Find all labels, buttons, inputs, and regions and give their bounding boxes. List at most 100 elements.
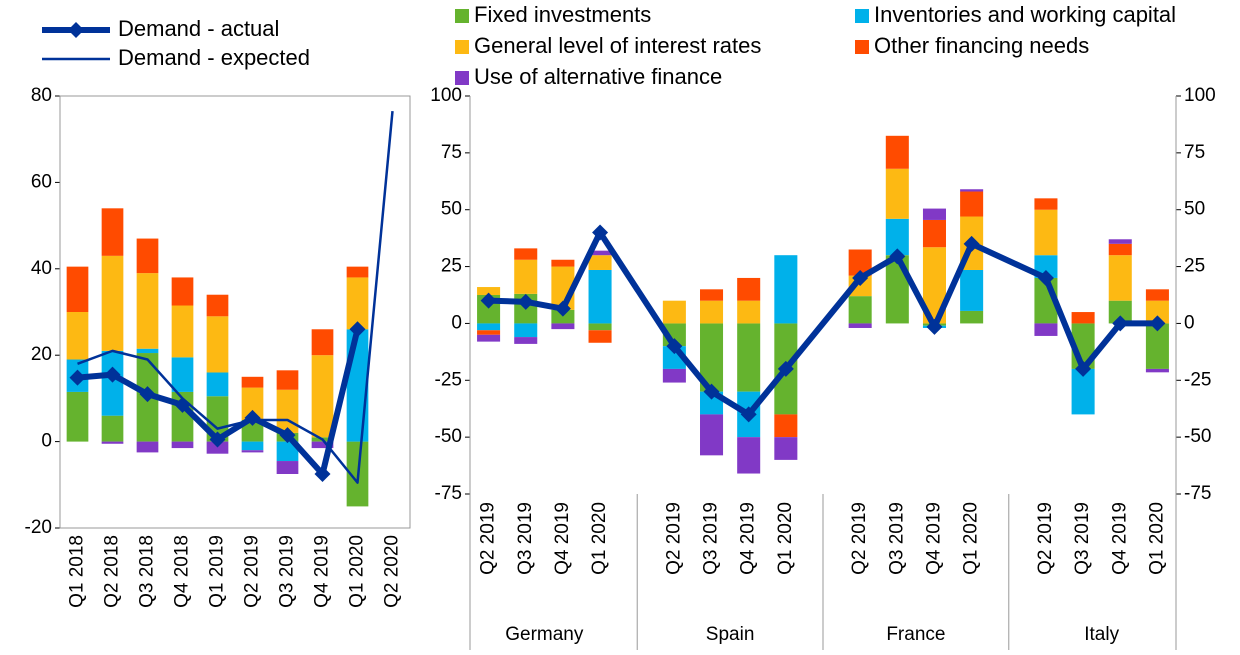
x-tick-label: Q2 2019 <box>663 502 684 575</box>
bar-segment <box>241 441 264 451</box>
x-tick-label: Q4 2019 <box>1109 502 1130 575</box>
y-tick-label: 25 <box>441 256 462 277</box>
bar-segment <box>477 330 501 335</box>
bar-segment <box>171 441 194 449</box>
marker <box>554 300 571 317</box>
y-tick-label: 75 <box>441 142 462 163</box>
bar-segment <box>136 441 159 453</box>
bar-segment <box>1108 243 1132 256</box>
bar-segment <box>848 249 872 276</box>
line <box>77 111 394 484</box>
bar-segment <box>588 255 612 270</box>
x-tick-label: Q2 2019 <box>849 502 870 575</box>
bar-segment <box>346 277 369 330</box>
bar-segment <box>1034 198 1058 210</box>
legend-swatch <box>855 40 869 54</box>
x-tick-label: Q3 2019 <box>277 535 298 608</box>
bar-segment <box>700 323 724 392</box>
bar-segment <box>885 218 909 256</box>
x-tick-label: Q1 2020 <box>589 502 610 575</box>
x-tick-label: Q3 2019 <box>886 502 907 575</box>
y-tick-label: -20 <box>25 517 52 538</box>
bar-segment <box>66 266 89 312</box>
marker <box>666 338 683 355</box>
bar-segment <box>960 269 984 311</box>
bar-segment <box>276 461 299 474</box>
bar-segment <box>737 437 761 474</box>
y-tick-label: -25 <box>1184 369 1211 390</box>
bar-segment <box>551 323 575 330</box>
bar-segment <box>1145 368 1169 373</box>
bar-segment <box>774 255 798 324</box>
plot-frame <box>59 95 411 529</box>
bar-segment <box>1071 368 1095 415</box>
bar-segment <box>551 259 575 267</box>
bar-segment <box>588 269 612 324</box>
marker <box>314 466 331 482</box>
bar-segment <box>588 330 612 343</box>
y-tick-label: 25 <box>1184 256 1205 277</box>
bar-segment <box>737 300 761 324</box>
bar-segment <box>101 415 124 442</box>
bar-segment <box>477 323 501 331</box>
bar-segment <box>514 248 538 260</box>
legend-label: Fixed investments <box>474 2 651 27</box>
bar-segment <box>136 238 159 274</box>
bar-segment <box>66 312 89 360</box>
x-tick-label: Q4 2019 <box>738 502 759 575</box>
bar-segment <box>276 370 299 390</box>
x-tick-label: Q4 2019 <box>923 502 944 575</box>
marker <box>963 235 980 252</box>
bar-segment <box>922 247 946 324</box>
bar-segment <box>885 168 909 219</box>
bar-segment <box>922 219 946 248</box>
y-tick-label: 50 <box>1184 199 1205 220</box>
x-tick-label: Q1 2020 <box>775 502 796 575</box>
legend-label: Inventories and working capital <box>874 2 1176 27</box>
bar-segment <box>700 300 724 324</box>
bar-segment <box>66 391 89 442</box>
bar-segment <box>848 323 872 328</box>
group-label: France <box>886 624 945 645</box>
marker <box>480 292 497 309</box>
bar-segment <box>311 329 334 356</box>
bar-segment <box>171 277 194 306</box>
marker <box>703 383 720 400</box>
marker <box>926 318 943 335</box>
marker <box>69 369 86 386</box>
y-tick-label: -75 <box>1184 483 1211 504</box>
x-tick-label: Q3 2018 <box>137 535 158 608</box>
bar-segment <box>101 350 124 416</box>
bar-segment <box>1071 312 1095 324</box>
x-tick-label: Q1 2018 <box>67 535 88 608</box>
legend-label: Use of alternative finance <box>474 64 722 89</box>
group-label: Italy <box>1084 624 1119 645</box>
y-tick-label: 20 <box>31 344 52 365</box>
x-tick-label: Q1 2019 <box>207 535 228 608</box>
marker <box>139 386 156 403</box>
marker <box>852 269 869 286</box>
marker <box>889 248 906 265</box>
x-tick-label: Q3 2019 <box>515 502 536 575</box>
bar-segment <box>960 310 984 324</box>
bar-segment <box>1108 239 1132 244</box>
marker <box>1075 360 1092 377</box>
bar-segment <box>514 337 538 344</box>
bar-segment <box>662 300 686 324</box>
bar-segment <box>1145 289 1169 301</box>
bar-segment <box>848 296 872 324</box>
bar-segment <box>960 191 984 217</box>
legend-swatch <box>855 9 869 23</box>
bar-segment <box>241 420 264 442</box>
bar-segment <box>1034 209 1058 256</box>
marker <box>777 360 794 377</box>
y-tick-label: 0 <box>41 431 52 452</box>
bar-segment <box>700 414 724 456</box>
bar-segment <box>276 389 299 433</box>
bar-segment <box>206 441 229 454</box>
y-tick-label: 60 <box>31 171 52 192</box>
y-tick-label: 40 <box>31 258 52 279</box>
legend-label: Demand - actual <box>118 16 279 41</box>
bar-segment <box>241 387 264 420</box>
